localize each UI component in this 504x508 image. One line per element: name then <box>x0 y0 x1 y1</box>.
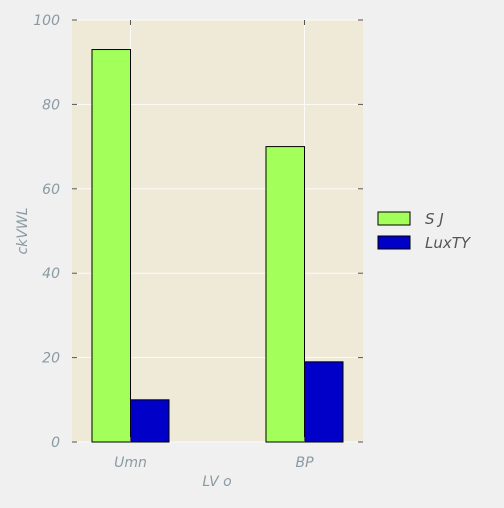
bar-luxty-umn <box>130 399 170 443</box>
y-tick-label: 40 <box>42 266 60 282</box>
x-tick-label: BP <box>295 455 314 471</box>
bars <box>91 49 344 443</box>
x-axis-label: LV o <box>202 474 231 490</box>
legend: S J LuxTY <box>377 210 472 252</box>
x-tick-label: Umn <box>114 455 147 471</box>
y-tick-label: 0 <box>51 435 60 451</box>
bar-luxty-bp <box>304 361 344 443</box>
legend-swatch-1 <box>377 235 411 250</box>
y-tick-label: 80 <box>42 97 60 113</box>
y-tick-label: 60 <box>42 182 60 198</box>
legend-label-0: S J <box>425 210 444 228</box>
axis-ticks: 0 20 40 60 80 100 Umn BP <box>33 13 363 471</box>
y-tick-label: 20 <box>42 351 60 367</box>
legend-swatch-0 <box>377 211 411 226</box>
bar-s-j-bp <box>265 146 305 443</box>
y-tick-label: 100 <box>33 13 60 29</box>
bar-s-j-umn <box>91 49 131 443</box>
y-axis-label: ckVWL <box>15 207 31 254</box>
legend-label-1: LuxTY <box>425 234 472 252</box>
